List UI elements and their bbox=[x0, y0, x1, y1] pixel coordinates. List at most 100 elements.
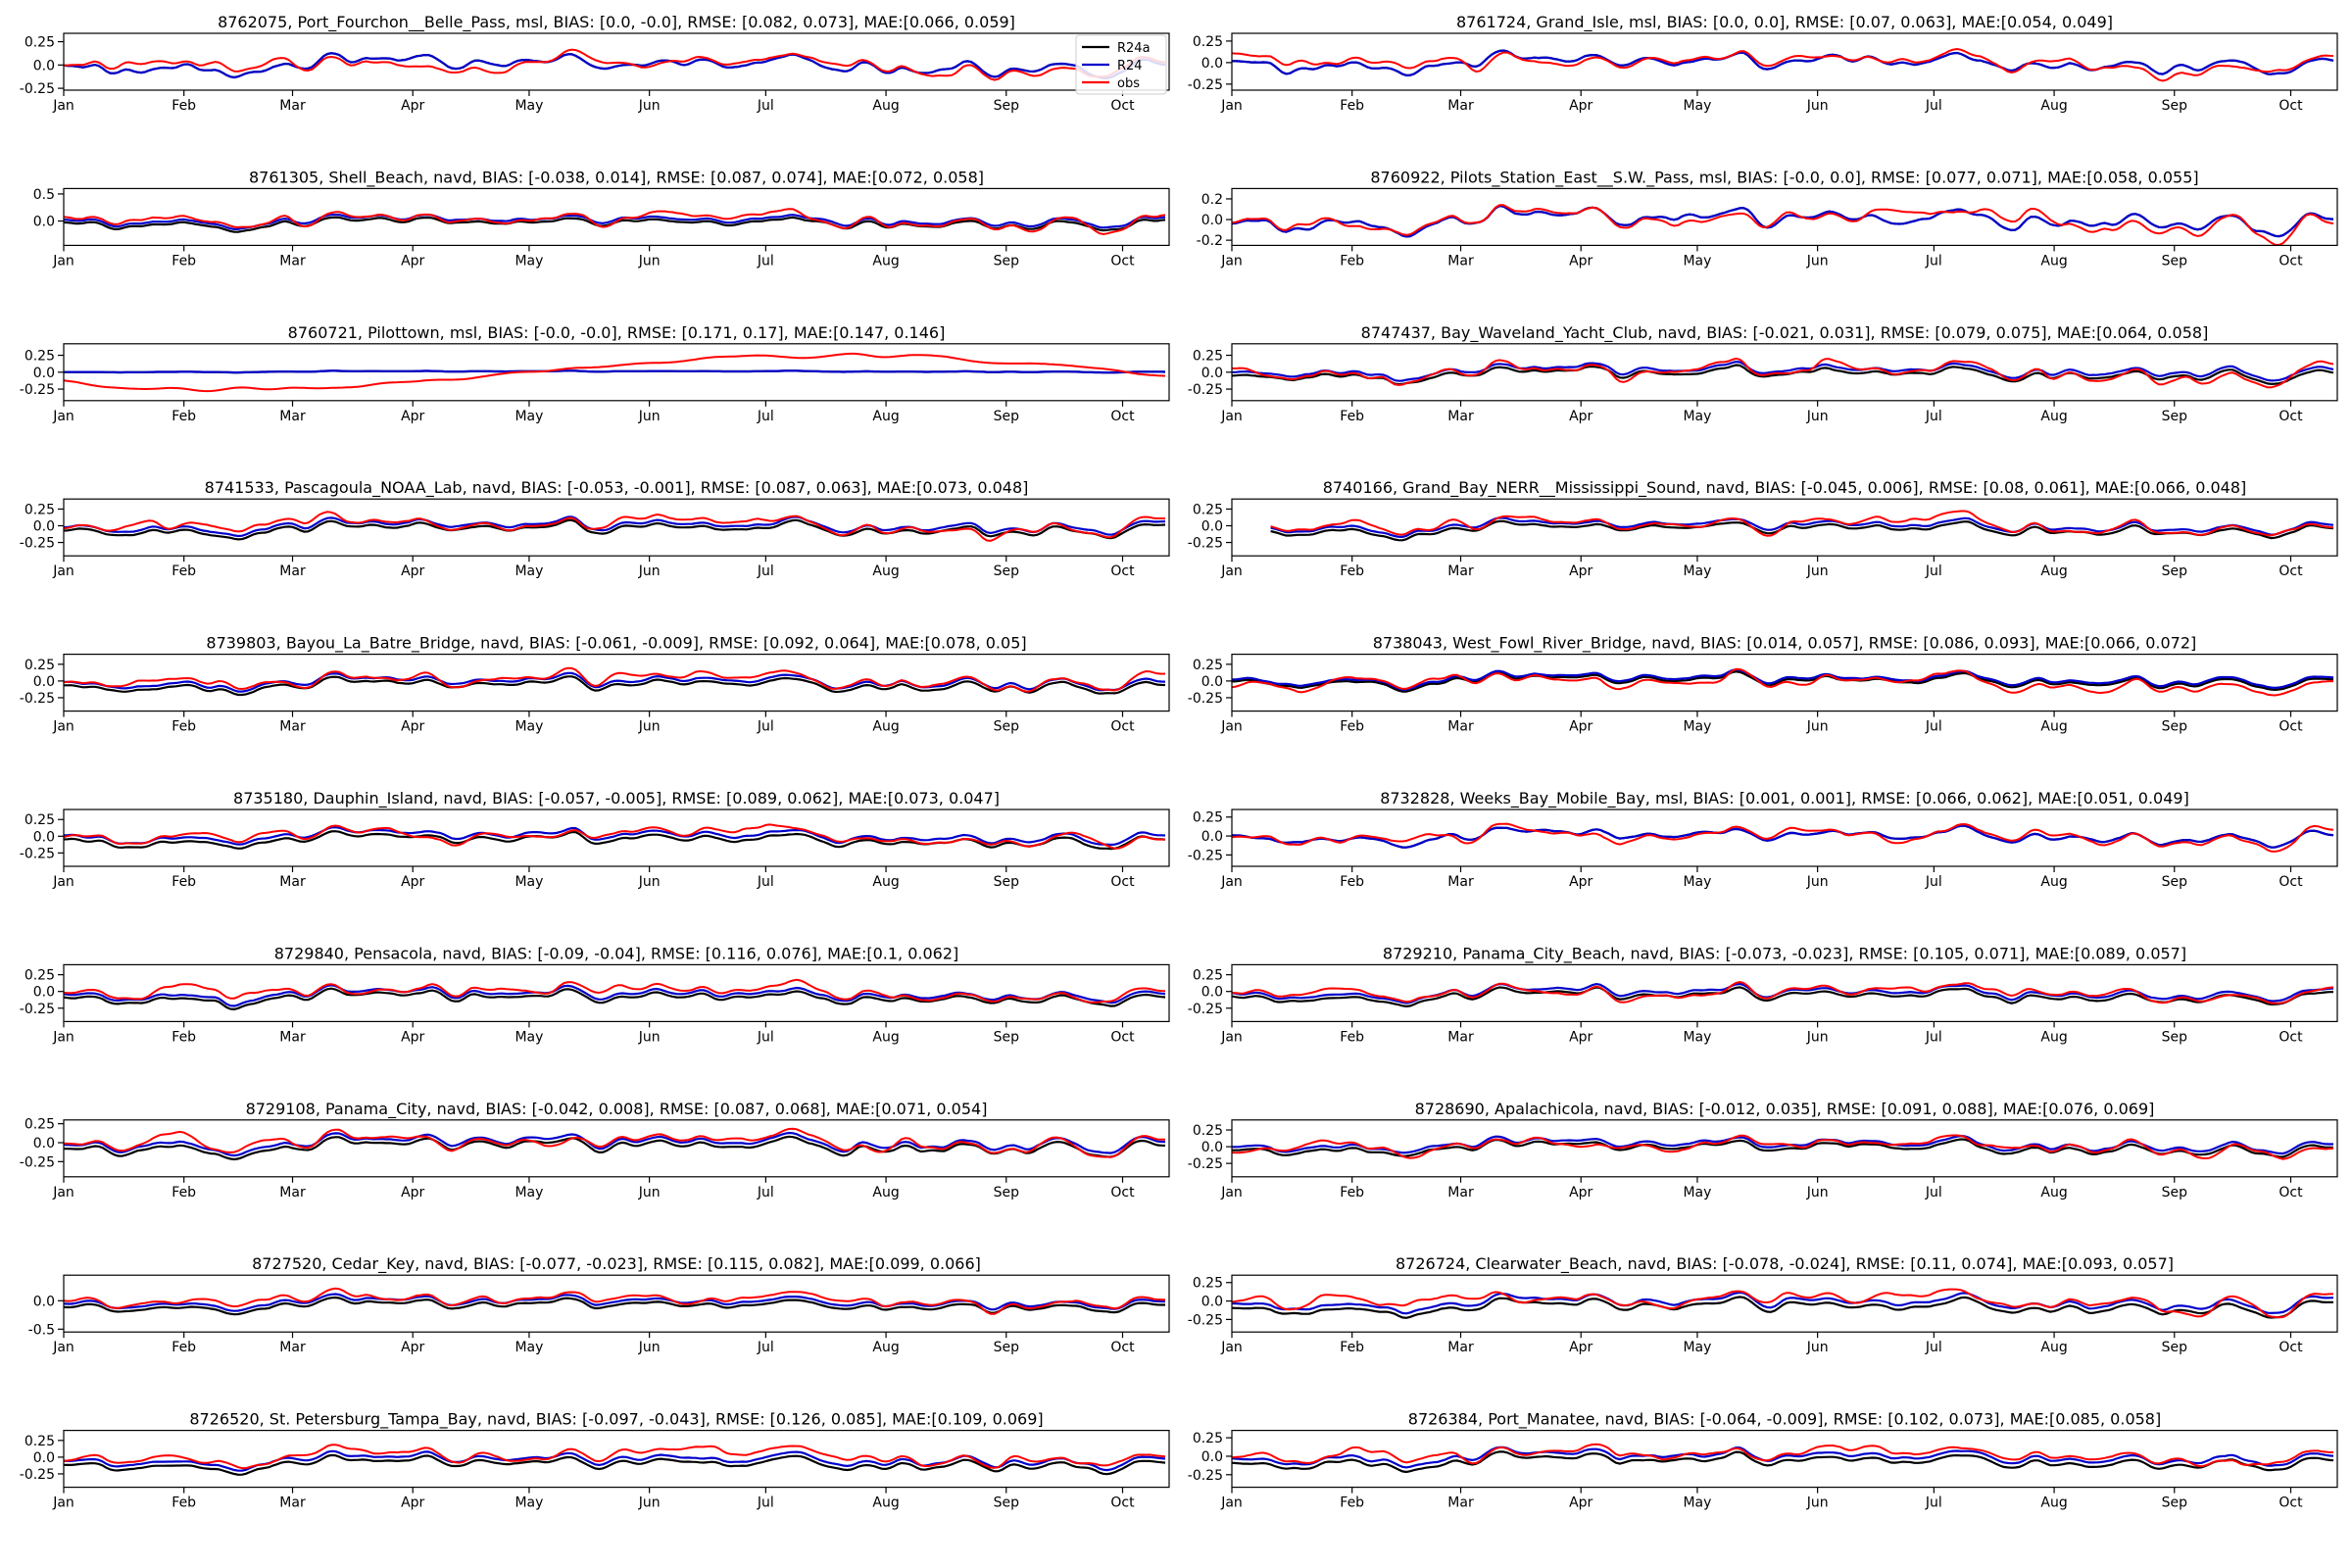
y-tick-label: -0.2 bbox=[1197, 233, 1223, 249]
series-r24-line bbox=[63, 1293, 1165, 1312]
y-tick-label: 0.25 bbox=[24, 35, 55, 51]
x-tick-label: Apr bbox=[401, 98, 424, 114]
y-tick-label: 0.25 bbox=[1193, 349, 1223, 365]
y-tick-label: -0.25 bbox=[20, 1154, 55, 1170]
x-tick-label: Feb bbox=[172, 253, 196, 269]
x-tick-label: Sep bbox=[2162, 409, 2188, 424]
axes-frame bbox=[1231, 808, 2338, 867]
series-r24a-line bbox=[1270, 519, 2334, 542]
x-tick-label: Sep bbox=[994, 409, 1020, 424]
subplot-3: 8760922, Pilots_Station_East__S.W._Pass,… bbox=[1197, 168, 2338, 269]
x-tick-label: May bbox=[514, 874, 543, 890]
axes-frame bbox=[63, 1429, 1170, 1489]
x-tick-label: Mar bbox=[1447, 874, 1474, 890]
x-tick-label: Apr bbox=[1569, 564, 1592, 579]
x-tick-label: Jan bbox=[1220, 253, 1243, 269]
x-tick-label: Sep bbox=[2162, 1495, 2188, 1511]
x-tick-label: Jan bbox=[1220, 874, 1243, 890]
x-tick-label: May bbox=[1683, 1495, 1711, 1511]
series-obs-line bbox=[1231, 1443, 2334, 1468]
y-tick-label: -0.25 bbox=[1188, 1312, 1223, 1328]
x-tick-label: Jun bbox=[638, 253, 661, 269]
subplot-7: 8740166, Grand_Bay_NERR__Mississippi_Sou… bbox=[1188, 478, 2338, 579]
x-tick-label: Jul bbox=[757, 1185, 774, 1200]
y-tick-label: 0.25 bbox=[24, 968, 55, 984]
series-obs-line bbox=[1270, 510, 2334, 537]
x-tick-label: Jun bbox=[1806, 1185, 1829, 1200]
series-r24a-line bbox=[1231, 1296, 2333, 1319]
series-r24a-line bbox=[1231, 670, 2334, 693]
y-tick-label: 0.0 bbox=[33, 1450, 55, 1466]
subplot-8: 8739803, Bayou_La_Batre_Bridge, navd, BI… bbox=[20, 634, 1170, 735]
x-tick-label: Aug bbox=[872, 1495, 899, 1511]
series-r24-line bbox=[1231, 668, 2334, 691]
y-tick-label: 0.25 bbox=[1193, 34, 1223, 50]
x-tick-label: Sep bbox=[994, 719, 1020, 735]
x-tick-label: Jul bbox=[1925, 1340, 1942, 1355]
x-tick-label: Feb bbox=[1340, 564, 1364, 579]
y-tick-label: 0.0 bbox=[1201, 985, 1223, 1001]
x-tick-label: Feb bbox=[172, 874, 196, 890]
series-r24a-line bbox=[64, 675, 1166, 697]
subplot-title: 8762075, Port_Fourchon__Belle_Pass, msl,… bbox=[218, 13, 1015, 32]
subplot-title: 8740166, Grand_Bay_NERR__Mississippi_Sou… bbox=[1323, 478, 2247, 498]
y-tick-label: 0.25 bbox=[24, 1434, 55, 1449]
y-tick-label: 0.0 bbox=[1201, 366, 1223, 381]
x-tick-label: Jun bbox=[1806, 409, 1829, 424]
y-tick-label: 0.25 bbox=[1193, 1431, 1223, 1446]
x-tick-label: May bbox=[514, 1495, 543, 1511]
y-tick-label: 0.0 bbox=[33, 1294, 55, 1309]
axes-frame bbox=[1231, 653, 2338, 712]
x-tick-label: Apr bbox=[1569, 98, 1592, 114]
x-tick-label: Oct bbox=[1110, 253, 1135, 269]
series-obs-line bbox=[1231, 822, 2334, 853]
legend-box bbox=[1075, 34, 1167, 95]
x-tick-label: Jan bbox=[52, 1340, 74, 1355]
x-tick-label: Jan bbox=[52, 564, 74, 579]
y-tick-label: 0.25 bbox=[24, 502, 55, 517]
subplot-12: 8729840, Pensacola, navd, BIAS: [-0.09, … bbox=[20, 944, 1170, 1045]
x-tick-label: Jul bbox=[1925, 409, 1942, 424]
x-tick-label: Mar bbox=[279, 564, 306, 579]
series-r24-line bbox=[63, 825, 1166, 847]
x-tick-label: Feb bbox=[1340, 409, 1364, 424]
series-obs-line bbox=[1231, 1288, 2333, 1319]
series-r24-line bbox=[63, 1131, 1166, 1157]
series-obs-line bbox=[63, 352, 1166, 393]
x-tick-label: Oct bbox=[2278, 1185, 2303, 1200]
subplot-title: 8760922, Pilots_Station_East__S.W._Pass,… bbox=[1370, 168, 2198, 187]
x-tick-label: Jan bbox=[52, 719, 74, 735]
x-tick-label: Jun bbox=[1806, 98, 1829, 114]
x-tick-label: Mar bbox=[1447, 1185, 1474, 1200]
x-tick-label: Apr bbox=[401, 564, 424, 579]
series-r24-line bbox=[1270, 516, 2334, 539]
x-tick-label: Sep bbox=[994, 98, 1020, 114]
y-tick-label: 0.25 bbox=[1193, 502, 1223, 517]
y-tick-label: 0.25 bbox=[24, 812, 55, 828]
x-tick-label: Aug bbox=[2040, 1185, 2067, 1200]
x-tick-label: Sep bbox=[2162, 1029, 2188, 1045]
subplot-9: 8738043, West_Fowl_River_Bridge, navd, B… bbox=[1188, 634, 2338, 735]
y-tick-label: -0.25 bbox=[20, 846, 55, 861]
y-tick-label: -0.25 bbox=[20, 691, 55, 707]
x-tick-label: May bbox=[1683, 1029, 1711, 1045]
y-tick-label: 0.0 bbox=[1201, 518, 1223, 534]
subplot-18: 8726520, St. Petersburg_Tampa_Bay, navd,… bbox=[20, 1410, 1170, 1511]
x-tick-label: Jan bbox=[1220, 1340, 1243, 1355]
x-tick-label: Jul bbox=[1925, 564, 1942, 579]
axes-frame bbox=[63, 187, 1170, 246]
y-tick-label: -0.25 bbox=[20, 81, 55, 97]
subplot-title: 8739803, Bayou_La_Batre_Bridge, navd, BI… bbox=[206, 634, 1026, 654]
x-tick-label: Oct bbox=[1110, 409, 1135, 424]
series-obs-line bbox=[1231, 47, 2334, 82]
x-tick-label: Jul bbox=[757, 719, 774, 735]
x-tick-label: Jul bbox=[1925, 1495, 1942, 1511]
series-obs-line bbox=[63, 1444, 1166, 1470]
x-tick-label: Mar bbox=[279, 253, 306, 269]
x-tick-label: Apr bbox=[1569, 253, 1592, 269]
x-tick-label: Sep bbox=[2162, 719, 2188, 735]
legend-label-obs: obs bbox=[1117, 76, 1140, 91]
x-tick-label: Oct bbox=[1110, 1029, 1135, 1045]
series-obs-line bbox=[1231, 1134, 2334, 1160]
